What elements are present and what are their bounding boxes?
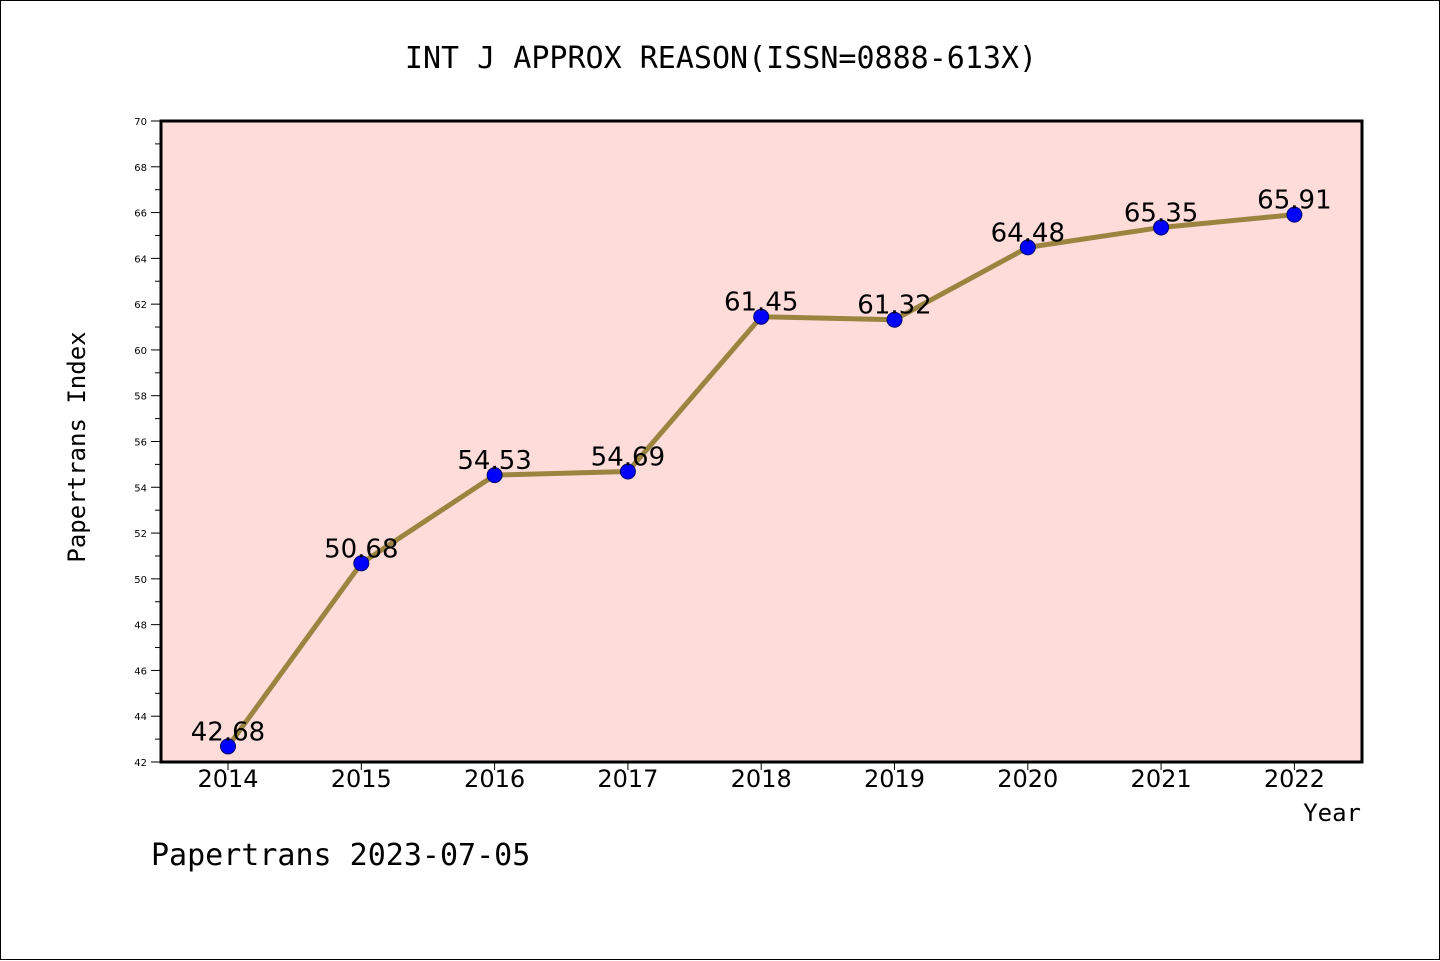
data-point-marker: [886, 311, 903, 328]
x-tick-label: 2020: [997, 765, 1058, 793]
y-tick-label: 46: [134, 666, 147, 677]
plot-border: [159, 119, 1364, 764]
data-label: 64.48: [991, 218, 1065, 248]
x-tick-label: 2016: [464, 765, 525, 793]
y-axis-label: Papertrans Index: [63, 331, 91, 562]
y-tick-label: 58: [134, 392, 147, 403]
x-tick-label: 2019: [864, 765, 925, 793]
x-tick-label: 2014: [197, 765, 258, 793]
data-point-marker: [220, 738, 236, 755]
data-point-marker: [353, 555, 370, 572]
x-axis-ticks: 2014 2015 2016 2017 2018 2019 2020 2021 2022: [197, 762, 1325, 793]
chart-title: INT J APPROX REASON(ISSN=0888-613X): [405, 41, 1037, 76]
x-axis-label: Year: [1303, 799, 1361, 827]
data-point-marker: [619, 463, 636, 480]
data-point-marker: [486, 467, 503, 484]
data-point-marker: [1286, 206, 1303, 223]
y-tick-label: 54: [134, 483, 147, 494]
data-point-marker: [753, 308, 770, 325]
data-label: 54.69: [591, 442, 665, 472]
x-tick-label: 2015: [331, 765, 392, 793]
y-tick-label: 50: [134, 575, 147, 586]
y-tick-label: 44: [134, 712, 147, 723]
x-tick-label: 2018: [731, 765, 792, 793]
data-label: 65.35: [1124, 198, 1198, 228]
data-point-marker: [1019, 239, 1036, 256]
y-tick-label: 60: [134, 346, 147, 357]
y-tick-label: 52: [134, 529, 147, 540]
x-tick-label: 2017: [597, 765, 658, 793]
y-tick-label: 64: [134, 254, 147, 265]
data-label: 42.68: [191, 717, 265, 747]
data-label: 65.91: [1257, 186, 1331, 216]
y-axis-ticks: 42 44 46 48 50 52 54 56 58 60 62 64 66 68 70: [134, 117, 161, 769]
data-markers: [220, 206, 1303, 755]
y-tick-label: 62: [134, 300, 147, 311]
y-tick-label: 68: [134, 163, 147, 174]
data-label: 50.68: [324, 534, 398, 564]
y-tick-label: 56: [134, 438, 147, 449]
y-tick-label: 66: [134, 209, 147, 220]
footer-text: Papertrans 2023-07-05: [151, 838, 530, 873]
data-point-marker: [1153, 219, 1170, 236]
x-tick-label: 2022: [1264, 765, 1325, 793]
y-tick-label: 48: [134, 621, 147, 632]
data-label: 61.45: [724, 288, 798, 318]
data-labels: 42.68 50.68 54.53 54.69 61.45 61.32 64.48 65.35…: [191, 186, 1332, 748]
x-tick-label: 2021: [1131, 765, 1192, 793]
data-label: 61.32: [857, 291, 931, 321]
data-label: 54.53: [457, 446, 531, 476]
y-tick-label: 70: [134, 117, 147, 128]
y-tick-label: 42: [134, 758, 147, 769]
